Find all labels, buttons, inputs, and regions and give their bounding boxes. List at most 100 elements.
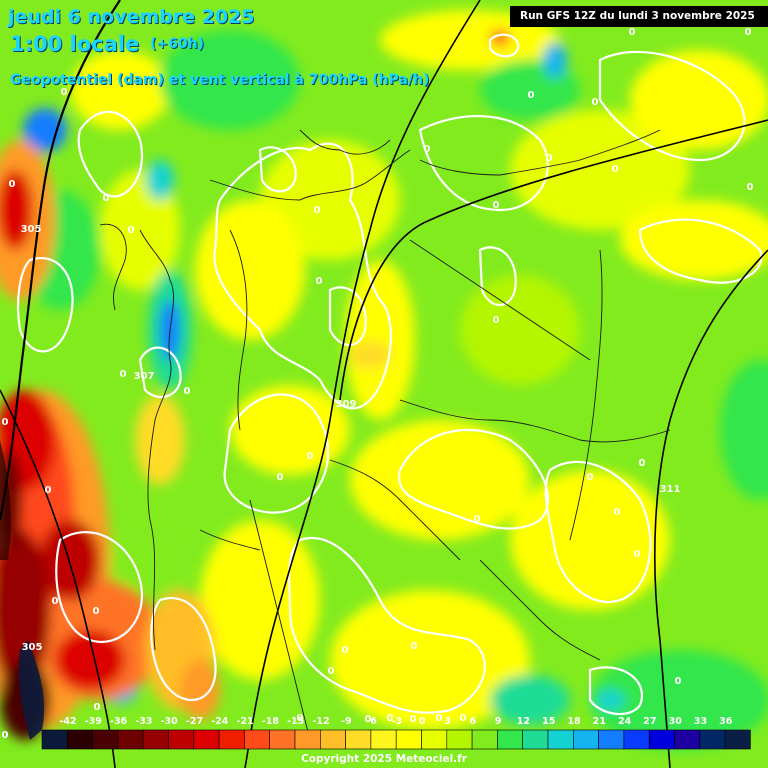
isoline-307 [244, 0, 481, 768]
colorbar-swatch [446, 729, 473, 750]
zero-contour-label: 0 [745, 27, 752, 38]
colorbar-swatch [269, 729, 296, 750]
colorbar-swatch [193, 729, 220, 750]
zero-contour-label: 0 [424, 144, 431, 155]
zero-contour-label: 0 [120, 369, 127, 380]
colorbar-swatch [497, 729, 523, 750]
colorbar-swatch [547, 729, 574, 750]
isoline-309 [339, 119, 768, 401]
colorbar-swatch [699, 729, 726, 750]
zero-contour-label: 0 [342, 645, 349, 656]
colorbar-tick-label: 27 [643, 716, 656, 727]
zero-contour-label: 0 [103, 193, 110, 204]
forecast-offset: (+60h) [150, 36, 204, 52]
zero-contour-label: 0 [128, 225, 135, 236]
colorbar-tick-label: -3 [392, 716, 403, 727]
zero-contour-label: 0 [474, 514, 481, 525]
colorbar-swatch [421, 729, 448, 750]
colorbar-tick-label: -42 [59, 716, 76, 727]
geopotential-label: 309 [336, 399, 357, 410]
colorbar-swatch [345, 729, 372, 750]
colorbar-swatch [218, 729, 245, 750]
colorbar-swatch [168, 729, 195, 750]
colorbar-tick-label: 18 [567, 716, 581, 727]
colorbar-tick-label: 30 [669, 716, 683, 727]
colorbar-tick-label: -9 [341, 716, 352, 727]
zero-contour-label: 0 [2, 417, 9, 428]
zero-contour-label: 0 [365, 714, 372, 725]
zero-contour-label: 0 [9, 179, 16, 190]
colorbar-tick-label: 9 [495, 716, 502, 727]
colorbar-tick-label: -27 [186, 716, 203, 727]
zero-contour-label: 0 [52, 596, 59, 607]
colorbar-swatch [41, 729, 68, 750]
colorbar-tick-label: -39 [85, 716, 102, 727]
colorbar-tick-label: -21 [237, 716, 254, 727]
zero-contour-label: 0 [316, 276, 323, 287]
map-subtitle: Geopotentiel (dam) et vent vertical à 70… [10, 72, 430, 88]
colorbar-tick-label: -24 [211, 716, 229, 727]
colorbar-swatch [370, 729, 397, 750]
colorbar-swatch [471, 729, 498, 750]
colorbar-tick-label: 33 [694, 716, 707, 727]
colorbar-swatch [319, 729, 346, 750]
colorbar-tick-label: -36 [110, 716, 128, 727]
zero-contour-label: 0 [528, 90, 535, 101]
zero-contour-label: 0 [546, 153, 553, 164]
zero-labels: 0 0 0 0 0 0 0 0 0 0 0 0 0 0 0 0 0 0 0 0 0 0 0 0 0 0 0 0 0 0 0 0 0 0 0 0 0 0 0 0… [2, 12, 754, 741]
geopotential-label: 311 [660, 484, 681, 495]
copyright-text: Copyright 2025 Meteociel.fr [301, 753, 467, 765]
colorbar-tick-label: 24 [618, 716, 632, 727]
colorbar-swatch [623, 729, 650, 750]
isoline-305-sw [0, 389, 116, 768]
zero-contour-label: 0 [411, 641, 418, 652]
colorbar-swatch [294, 729, 321, 750]
date-title: jeudi 6 novembre 2025 [8, 6, 255, 28]
zero-contours [16, 33, 763, 716]
zero-contour-label: 0 [314, 205, 321, 216]
zero-contour-label: 0 [307, 451, 314, 462]
colorbar-swatch [244, 729, 270, 750]
colorbar-swatch [572, 729, 599, 750]
zero-contour-label: 0 [61, 87, 68, 98]
zero-contour-label: 0 [94, 702, 101, 713]
colorbar-tick-label: -18 [262, 716, 280, 727]
zero-contour-label: 0 [493, 200, 500, 211]
zero-contour-label: 0 [410, 714, 417, 725]
colorbar: -42 -39 -36 -33 -30 -27 -24 -21 -18 -15 -12 -9 -6 -3 0… [41, 716, 751, 750]
colorbar-swatch [724, 729, 751, 750]
colorbar-tick-label: 15 [542, 716, 555, 727]
zero-contour-label: 0 [436, 713, 443, 724]
zero-contour-label: 0 [612, 164, 619, 175]
colorbar-swatch [674, 729, 701, 750]
zero-contour-label: 0 [2, 730, 9, 741]
geopotential-label: 307 [134, 371, 155, 382]
zero-contour-label: 0 [634, 549, 641, 560]
colorbar-tick-label: 6 [469, 716, 476, 727]
colorbar-tick-label: -12 [312, 716, 329, 727]
colorbar-swatch [92, 729, 119, 750]
zero-contour-label: 0 [629, 27, 636, 38]
colorbar-swatch [598, 729, 625, 750]
geopotential-label: 305 [21, 224, 42, 235]
contour-labels: 305 307 309 311 305 [21, 224, 681, 653]
zero-contour-label: 0 [45, 485, 52, 496]
zero-contour-label: 0 [387, 713, 394, 724]
colorbar-tick-label: 3 [444, 716, 451, 727]
colorbar-swatch [522, 729, 549, 750]
isoline-305-west [0, 0, 121, 521]
colorbar-tick-label: -6 [366, 716, 377, 727]
zero-contour-label: 0 [277, 472, 284, 483]
coastlines-borders [99, 129, 671, 741]
zero-contour-label: 0 [184, 386, 191, 397]
colorbar-tick-label: 36 [719, 716, 733, 727]
zero-contour-label: 0 [328, 666, 335, 677]
colorbar-tick-label: -33 [135, 716, 152, 727]
colorbar-swatch [395, 729, 422, 750]
zero-contour-label: 0 [639, 458, 646, 469]
zero-contour-label: 0 [747, 182, 754, 193]
